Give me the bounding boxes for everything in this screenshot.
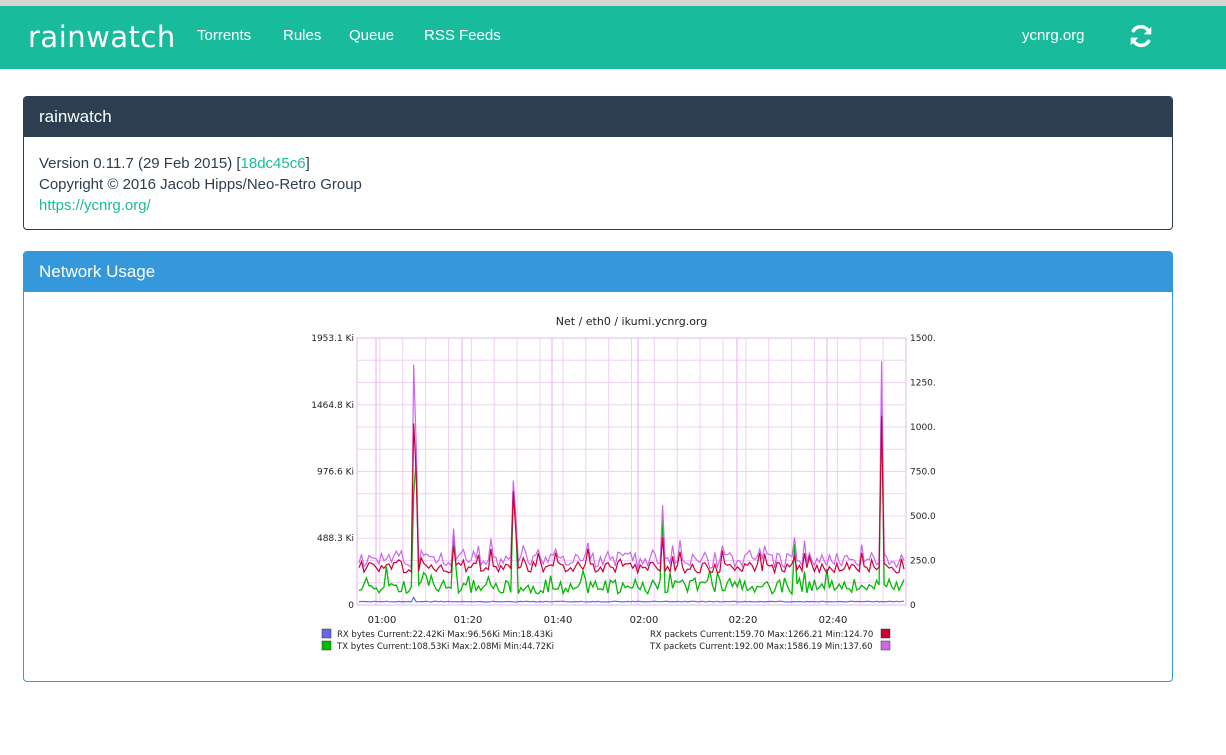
brand-logo[interactable]: rainwatch: [28, 20, 176, 54]
y-left-tick-label: 976.6 Ki: [317, 467, 354, 477]
y-left-tick-label: 0: [348, 601, 354, 611]
about-body: Version 0.11.7 (29 Feb 2015) [18dc45c6] …: [24, 137, 1172, 232]
x-tick-label: 02:00: [630, 615, 659, 626]
x-tick-label: 01:40: [544, 615, 573, 626]
legend-swatch: [321, 640, 332, 651]
nav-rules[interactable]: Rules: [283, 27, 322, 44]
y-left-tick-label: 1464.8 Ki: [311, 401, 354, 411]
y-right-tick-label: 0: [910, 601, 916, 611]
y-right-tick-label: 1500.0: [910, 334, 936, 344]
commit-link[interactable]: 18dc45c6: [240, 155, 306, 172]
network-panel-title: Network Usage: [24, 252, 1172, 292]
y-right-tick-label: 750.0: [910, 468, 936, 478]
y-right-tick-label: 500.0: [910, 512, 936, 522]
series-tx-bytes: [358, 385, 905, 596]
refresh-icon[interactable]: [1128, 23, 1154, 49]
y-right-tick-label: 250.0: [910, 557, 936, 567]
series-tx-packets: [358, 361, 905, 570]
site-link[interactable]: ycnrg.org: [1022, 27, 1085, 44]
legend-label: TX packets Current:192.00 Max:1586.19 Mi…: [649, 642, 873, 652]
navbar: rainwatch Torrents Rules Queue RSS Feeds…: [0, 6, 1226, 69]
site-url-link[interactable]: https://ycnrg.org/: [39, 197, 151, 214]
window-top-strip: [0, 0, 1226, 6]
about-panel: rainwatch Version 0.11.7 (29 Feb 2015) […: [23, 96, 1173, 230]
x-tick-label: 02:40: [819, 615, 848, 626]
legend-swatch: [880, 628, 891, 639]
legend-swatch: [880, 640, 891, 651]
about-panel-title: rainwatch: [24, 97, 1172, 137]
nav-torrents[interactable]: Torrents: [197, 27, 252, 44]
legend-label: TX bytes Current:108.53Ki Max:2.08Mi Min…: [336, 642, 554, 652]
series-rx-bytes: [358, 596, 904, 603]
nav-rss-feeds[interactable]: RSS Feeds: [424, 27, 501, 44]
legend-label: RX packets Current:159.70 Max:1266.21 Mi…: [650, 630, 873, 640]
copyright-text: Copyright © 2016 Jacob Hipps/Neo-Retro G…: [39, 176, 362, 193]
version-text: Version 0.11.7 (29 Feb 2015) [: [39, 155, 241, 172]
y-right-tick-label: 1250.0: [910, 379, 936, 389]
x-tick-label: 01:00: [368, 615, 397, 626]
y-right-tick-label: 1000.0: [910, 423, 936, 433]
y-left-tick-label: 488.3 Ki: [317, 534, 354, 544]
legend-label: RX bytes Current:22.42Ki Max:96.56Ki Min…: [337, 630, 553, 640]
network-usage-graph: Net / eth0 / ikumi.ycnrg.org 01:00 01:20 01…: [296, 300, 942, 670]
series-rx-packets: [358, 416, 905, 575]
nav-queue[interactable]: Queue: [349, 27, 395, 44]
legend-swatch: [321, 628, 332, 639]
network-panel: Network Usage Net / eth0 / ikumi.ycnrg.o…: [23, 251, 1173, 682]
version-line: Version 0.11.7 (29 Feb 2015) [18dc45c6]: [39, 153, 1157, 174]
chart-title: Net / eth0 / ikumi.ycnrg.org: [556, 315, 707, 328]
version-close: ]: [305, 155, 310, 172]
x-tick-label: 01:20: [454, 615, 483, 626]
y-left-tick-label: 1953.1 Ki: [311, 334, 354, 344]
x-tick-label: 02:20: [729, 615, 758, 626]
